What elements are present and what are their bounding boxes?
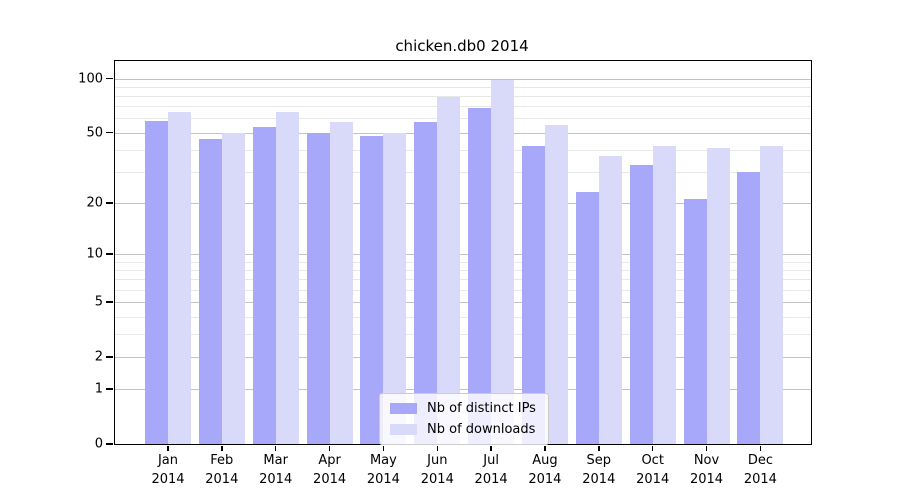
legend-swatch-downloads-icon <box>390 424 417 435</box>
minor-gridline <box>115 172 811 174</box>
minor-gridline <box>115 96 811 97</box>
x-tick-mark <box>328 446 331 451</box>
legend-item-downloads: Nb of downloads <box>390 422 536 437</box>
x-tick-mark <box>490 446 492 451</box>
x-tick-mark <box>759 446 762 451</box>
bar-distinct-ips <box>575 192 599 444</box>
x-tick-mark <box>436 446 438 451</box>
y-tick-mark <box>106 443 113 445</box>
major-gridline <box>115 357 811 358</box>
y-tick-mark <box>106 356 113 358</box>
y-tick-mark <box>106 301 113 303</box>
bar-distinct-ips <box>521 146 545 444</box>
x-tick-mark <box>274 446 277 451</box>
legend-swatch-distinct-ips-icon <box>390 403 417 414</box>
bar-distinct-ips <box>737 172 761 444</box>
legend-label-distinct-ips: Nb of distinct IPs <box>427 401 536 416</box>
x-tick-mark <box>705 446 708 451</box>
bar-downloads <box>221 132 245 444</box>
bar-distinct-ips <box>683 199 707 444</box>
y-tick-label: 5 <box>94 294 103 310</box>
y-tick-label: 100 <box>78 71 103 86</box>
plot-area: 0 1 2 5 10 20 50 100 Jan 2014 Feb 2014 Mar 2014 Apr 20… <box>78 60 812 487</box>
legend-item-distinct-ips: Nb of distinct IPs <box>390 401 536 416</box>
y-tick-mark <box>106 77 113 80</box>
bar-distinct-ips <box>306 132 330 444</box>
bar-downloads <box>706 148 730 444</box>
x-tick-label: Jan 2014 <box>151 453 185 487</box>
y-tick-mark <box>106 131 113 134</box>
x-tick-label: Mar 2014 <box>259 453 293 487</box>
y-tick-label: 50 <box>86 125 103 141</box>
x-tick-label: Feb 2014 <box>205 453 239 487</box>
major-gridline <box>115 132 811 134</box>
bar-downloads <box>168 112 191 444</box>
x-tick-mark <box>598 446 600 451</box>
x-tick-label: May 2014 <box>366 453 400 487</box>
x-tick-mark <box>167 446 169 451</box>
major-gridline <box>115 389 811 391</box>
bar-distinct-ips <box>360 135 384 444</box>
x-tick-mark <box>382 446 385 451</box>
x-tick-mark <box>221 446 223 451</box>
y-tick-mark <box>106 253 113 255</box>
legend-label-downloads: Nb of downloads <box>427 422 536 437</box>
bar-downloads <box>544 125 568 444</box>
x-tick-label: Oct 2014 <box>636 453 670 487</box>
bar-downloads <box>491 80 515 444</box>
bar-downloads <box>760 146 784 444</box>
bar-downloads <box>275 112 299 444</box>
x-tick-label: Nov 2014 <box>689 453 724 487</box>
legend: Nb of distinct IPs Nb of downloads <box>379 393 549 445</box>
x-tick-label: Jul 2014 <box>474 453 508 487</box>
minor-gridline <box>115 149 811 151</box>
minor-gridline <box>115 106 811 108</box>
x-tick-label: Sep 2014 <box>582 453 616 487</box>
y-tick-label: 1 <box>94 381 103 397</box>
x-tick-mark <box>544 446 546 451</box>
minor-gridline <box>115 86 811 88</box>
y-tick-mark <box>106 202 113 204</box>
bar-distinct-ips <box>252 126 276 444</box>
bar-distinct-ips <box>468 107 492 444</box>
bar-downloads <box>329 122 353 444</box>
x-tick-mark <box>651 446 654 451</box>
bar-distinct-ips <box>198 139 222 444</box>
x-tick-label: Dec 2014 <box>743 453 777 487</box>
minor-gridline <box>115 289 811 291</box>
bar-downloads <box>383 132 407 444</box>
y-tick-label: 2 <box>94 349 103 365</box>
major-gridline <box>115 254 811 256</box>
x-tick-label: Apr 2014 <box>313 453 347 487</box>
y-tick-mark <box>106 388 113 390</box>
major-gridline <box>115 78 811 80</box>
x-tick-label: Jun 2014 <box>420 453 454 487</box>
minor-gridline <box>115 279 811 281</box>
minor-gridline <box>115 316 811 318</box>
chart-title: chicken.db0 2014 <box>395 37 529 55</box>
minor-gridline <box>115 261 811 263</box>
minor-gridline <box>115 118 811 120</box>
y-tick-label: 20 <box>86 195 103 211</box>
major-gridline <box>115 202 811 204</box>
bar-distinct-ips <box>629 164 653 444</box>
minor-gridline <box>115 270 811 271</box>
y-tick-label: 10 <box>86 246 103 262</box>
bar-downloads <box>652 146 676 444</box>
minor-gridline <box>115 334 811 336</box>
x-tick-label: Aug 2014 <box>528 453 562 487</box>
bar-distinct-ips <box>414 122 438 444</box>
y-tick-label: 0 <box>94 436 103 452</box>
major-gridline <box>115 302 811 304</box>
bar-distinct-ips <box>145 121 168 444</box>
bar-downloads <box>598 155 622 444</box>
bar-downloads <box>437 97 461 444</box>
